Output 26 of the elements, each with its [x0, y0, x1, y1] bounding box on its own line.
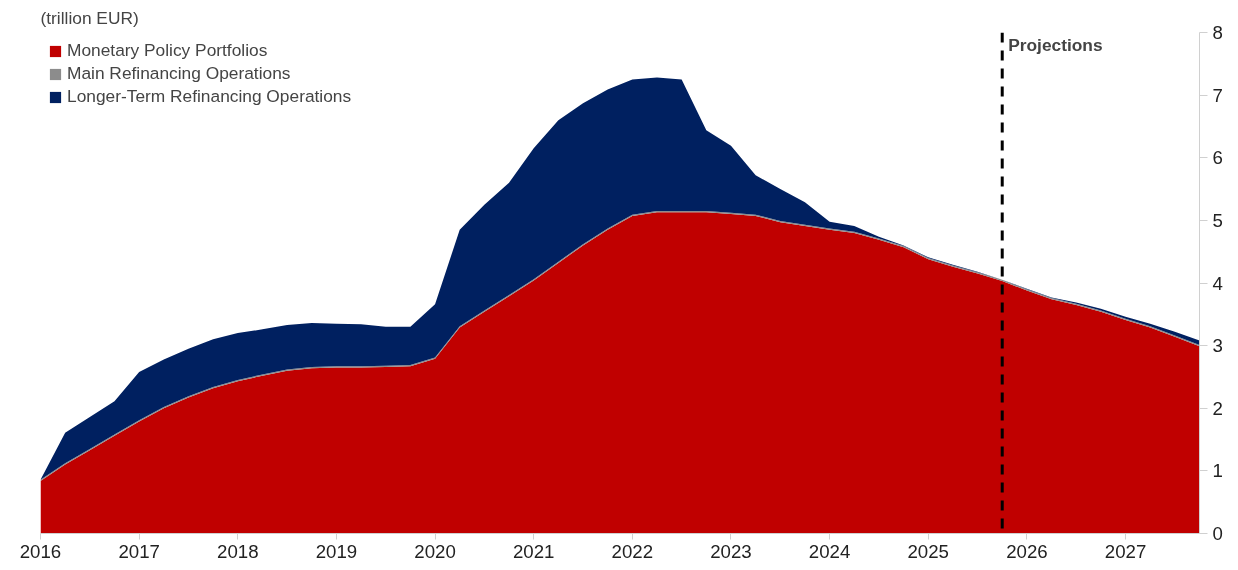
y-tick-label: 2 — [1212, 397, 1223, 419]
legend-label: Monetary Policy Portfolios — [67, 40, 268, 61]
x-tick-label: 2027 — [1104, 540, 1147, 562]
x-tick-label: 2017 — [118, 540, 160, 562]
x-tick-label: 2023 — [710, 540, 752, 562]
x-tick-label: 2024 — [808, 540, 851, 562]
legend-label: Longer-Term Refinancing Operations — [67, 86, 352, 107]
y-tick-label: 8 — [1212, 22, 1223, 43]
x-tick-label: 2019 — [315, 540, 358, 562]
y-tick-label: 0 — [1212, 523, 1223, 544]
y-tick-label: 7 — [1212, 84, 1223, 106]
y-tick-label: 3 — [1212, 335, 1223, 357]
y-tick-label: 5 — [1212, 209, 1223, 231]
x-tick-label: 2021 — [512, 540, 555, 562]
y-tick-label: 1 — [1212, 460, 1223, 482]
x-tick-label: 2026 — [1006, 540, 1048, 562]
y-tick-label: 4 — [1212, 272, 1223, 294]
x-tick-label: 2022 — [611, 540, 654, 562]
x-tick-label: 2025 — [907, 540, 950, 562]
y-tick-label: 6 — [1212, 147, 1223, 169]
x-tick-label: 2020 — [414, 540, 456, 562]
x-tick-label: 2018 — [217, 540, 259, 562]
legend-label: Main Refinancing Operations — [67, 63, 291, 84]
ref-line-label: Projections — [1008, 34, 1103, 55]
x-tick-label: 2016 — [19, 540, 62, 562]
y-axis-title: (trillion EUR) — [40, 7, 139, 28]
